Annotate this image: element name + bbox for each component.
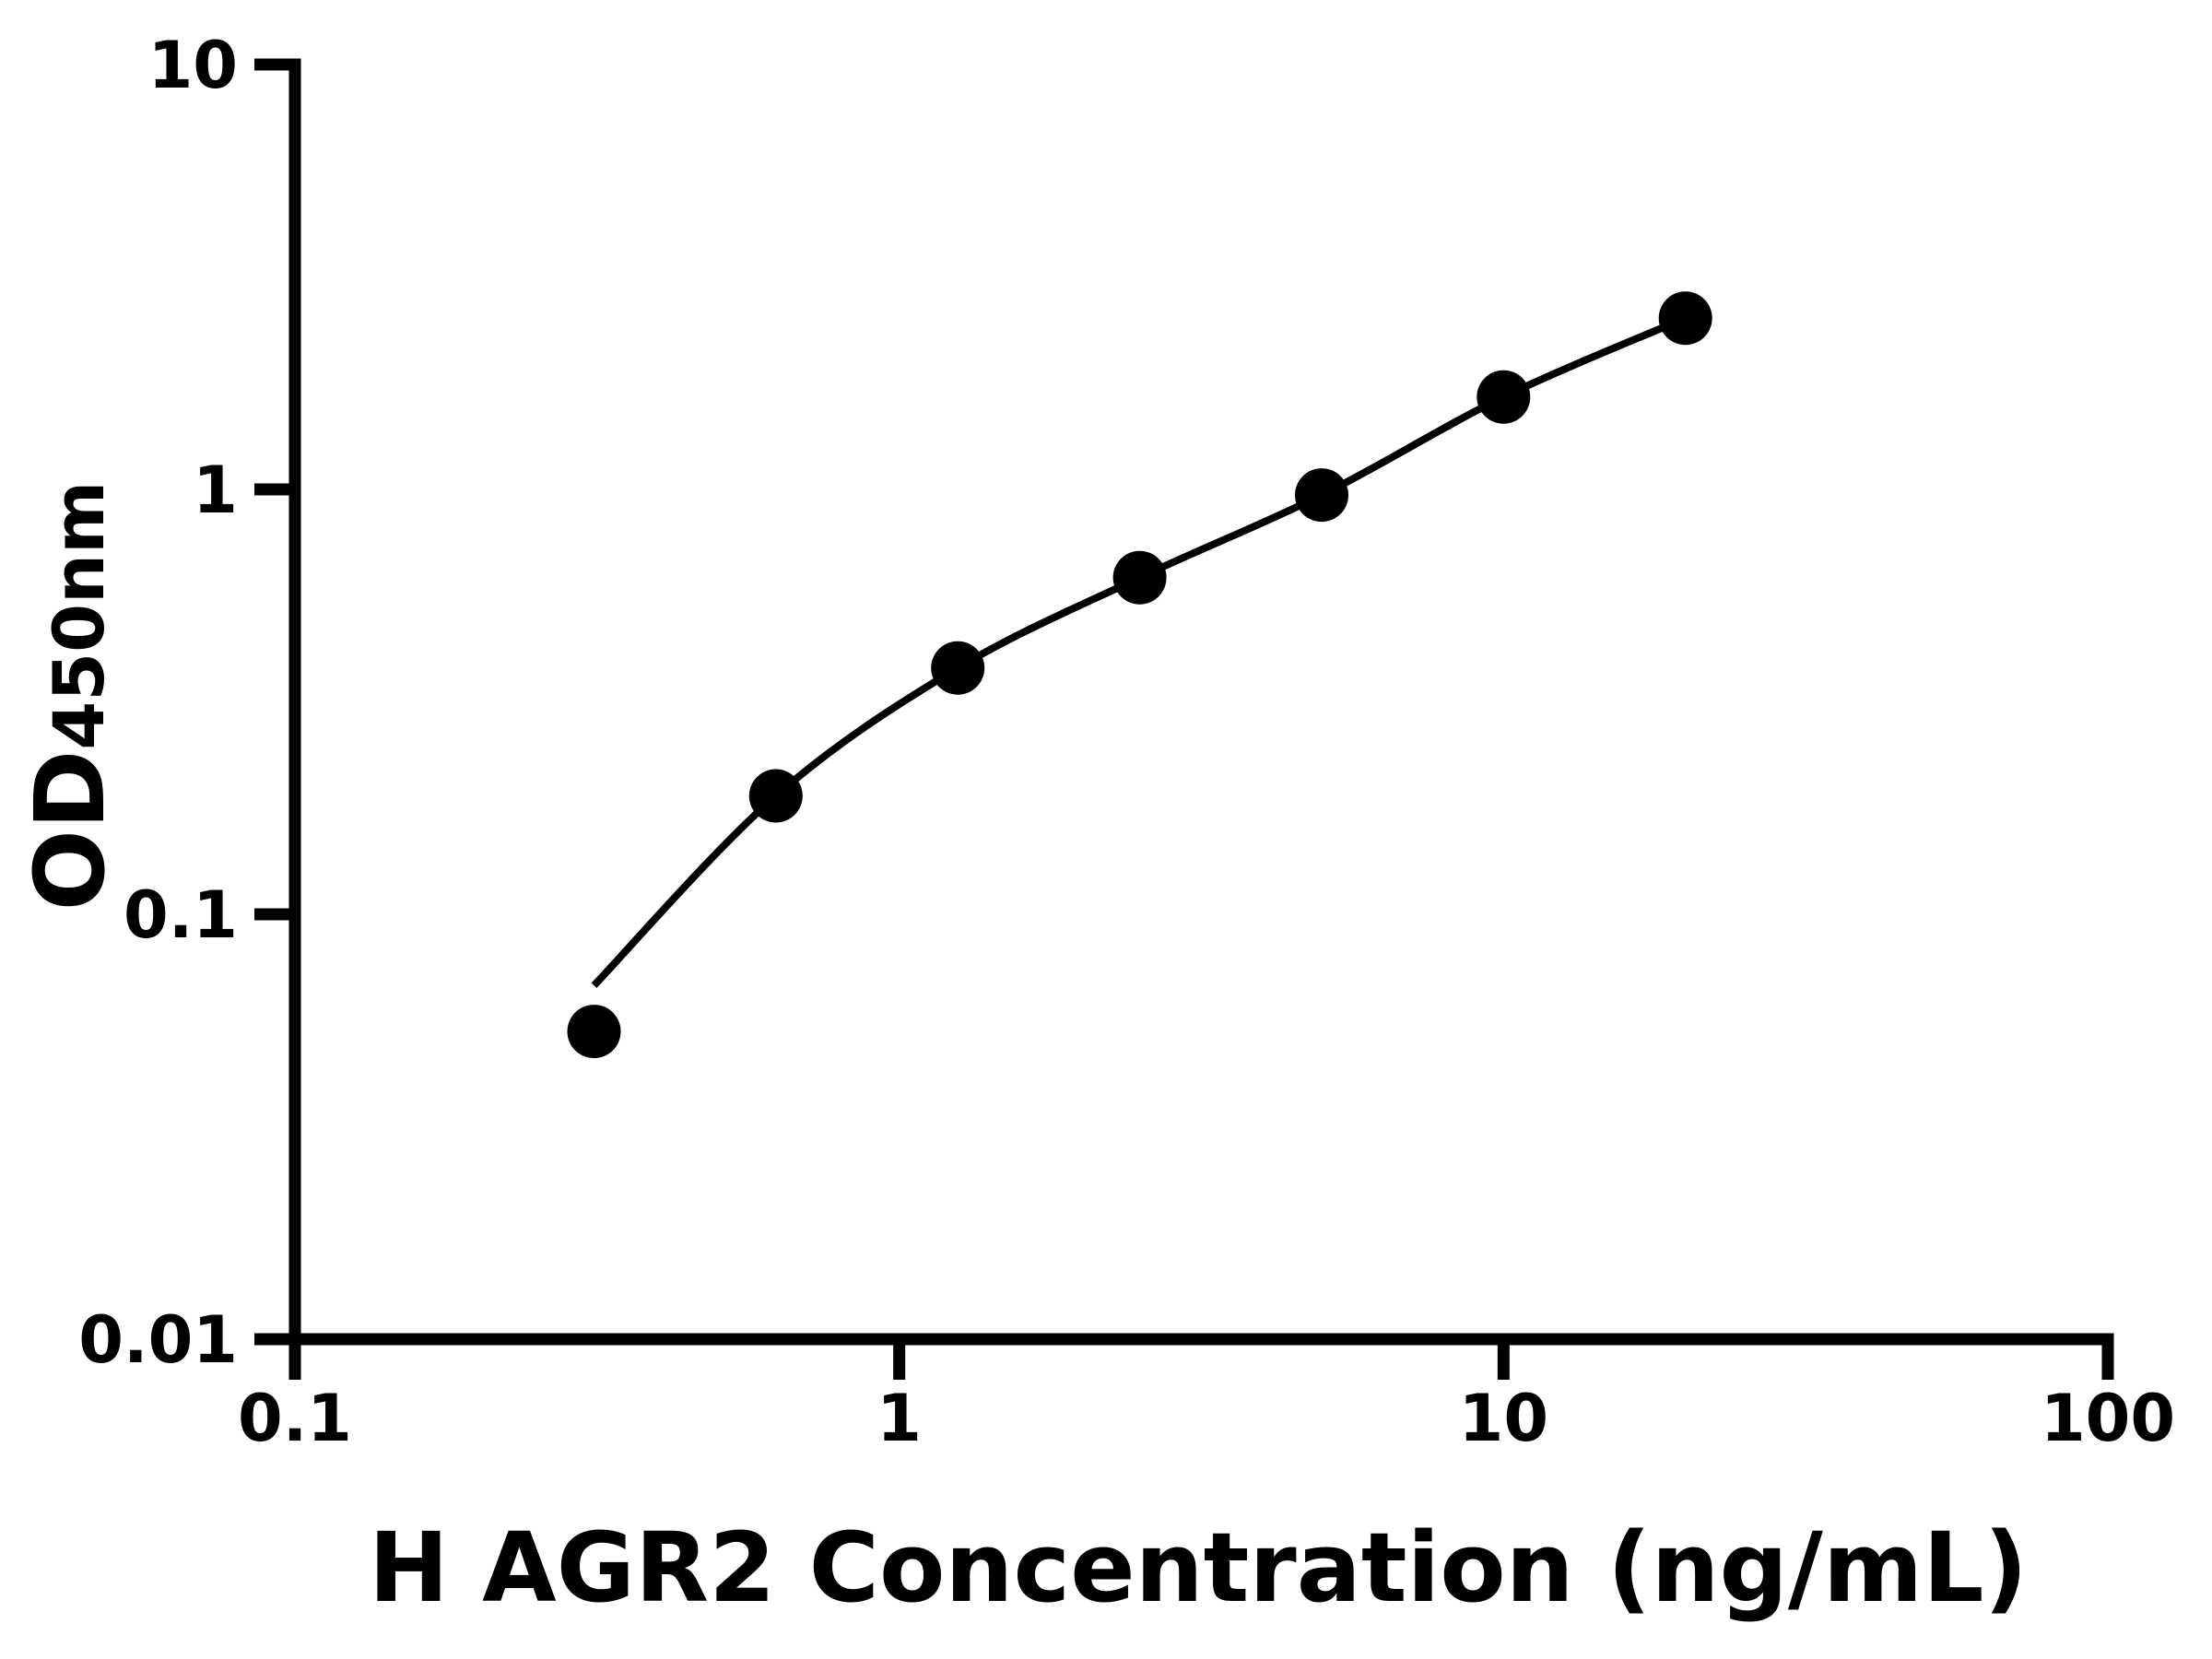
- axes: [288, 58, 2114, 1346]
- y-tick-label: 10: [148, 28, 238, 103]
- y-axis-title: OD450nm: [14, 481, 126, 912]
- x-axis-title: H AGR2 Concentration (ng/mL): [369, 1512, 2028, 1624]
- y-tick-label: 0.01: [78, 1302, 238, 1378]
- fit-curve: [591, 314, 1688, 988]
- data-point: [931, 641, 985, 695]
- x-tick-label: 1: [877, 1381, 922, 1456]
- y-tick-label: 0.1: [124, 877, 238, 953]
- y-axis-title-subscript: 450nm: [38, 481, 120, 750]
- ticks: [254, 58, 2114, 1380]
- fit-curve-line: [591, 314, 1688, 988]
- data-points: [567, 291, 1712, 1059]
- y-tick-label: 1: [193, 453, 238, 528]
- data-point: [1477, 370, 1531, 424]
- data-point: [1295, 468, 1348, 523]
- y-axis-title-main: OD: [14, 750, 126, 912]
- data-point: [567, 1005, 621, 1059]
- data-point: [1658, 291, 1712, 346]
- data-point: [1112, 550, 1167, 605]
- axis-titles: H AGR2 Concentration (ng/mL) OD450nm: [14, 481, 2028, 1624]
- x-tick-label: 100: [2041, 1381, 2175, 1456]
- x-tick-label: 0.1: [238, 1381, 352, 1456]
- x-tick-label: 10: [1459, 1381, 1548, 1456]
- data-point: [748, 769, 803, 823]
